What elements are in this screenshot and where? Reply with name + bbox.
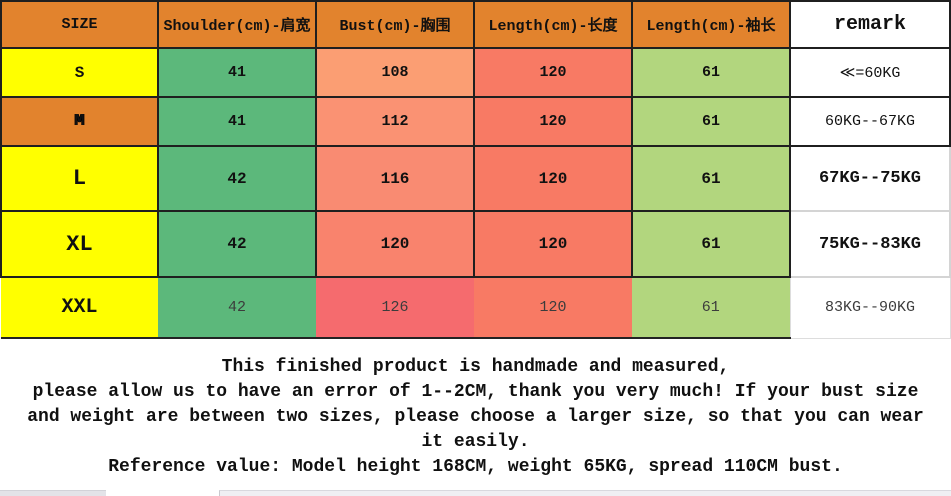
shoulder-value: 42 <box>157 210 317 278</box>
length-value: 120 <box>473 210 633 278</box>
col-header-remark: remark <box>789 0 951 49</box>
table-row-xl: XL 42 120 120 61 75KG--83KG <box>0 210 951 278</box>
bust-value: 126 <box>316 277 474 339</box>
size-chart-table: SIZE Shoulder(cm)-肩宽 Bust(cm)-胸围 Length(… <box>0 0 951 339</box>
note-line: and weight are between two sizes, please… <box>27 407 924 427</box>
shoulder-value: 42 <box>158 277 316 339</box>
sleeve-value: 61 <box>631 96 791 147</box>
size-cell: S <box>0 47 159 98</box>
note-line: it easily. <box>421 432 530 452</box>
size-cell: XL <box>0 210 159 278</box>
shoulder-value: 42 <box>157 145 317 212</box>
sleeve-value: 61 <box>631 145 791 212</box>
shoulder-value: 41 <box>157 96 317 147</box>
size-cell: L <box>0 145 159 212</box>
col-header-sleeve: Length(cm)-袖长 <box>631 0 791 49</box>
sleeve-value: 61 <box>632 277 790 339</box>
cropped-cell-fragment <box>219 490 951 496</box>
col-header-bust: Bust(cm)-胸围 <box>315 0 475 49</box>
sleeve-value: 61 <box>631 47 791 98</box>
note-line: This finished product is handmade and me… <box>221 357 730 377</box>
col-header-size: SIZE <box>0 0 159 49</box>
col-header-shoulder: Shoulder(cm)-肩宽 <box>157 0 317 49</box>
size-cell: M <box>0 96 159 147</box>
length-value: 120 <box>473 145 633 212</box>
remark-value: 75KG--83KG <box>789 210 951 278</box>
remark-value: ≪=60KG <box>789 47 951 98</box>
bust-value: 108 <box>315 47 475 98</box>
table-row-l: L 42 116 120 61 67KG--75KG <box>0 145 951 212</box>
col-header-length: Length(cm)-长度 <box>473 0 633 49</box>
remark-value: 67KG--75KG <box>789 145 951 212</box>
table-row-xxl: XXL 42 126 120 61 83KG--90KG <box>1 276 951 339</box>
cropped-cell-fragment <box>0 490 106 496</box>
length-value: 120 <box>473 96 633 147</box>
size-cell: XXL <box>1 277 158 339</box>
shoulder-value: 41 <box>157 47 317 98</box>
bust-value: 116 <box>315 145 475 212</box>
cropped-next-row-strip <box>0 488 951 496</box>
sleeve-value: 61 <box>631 210 791 278</box>
length-value: 120 <box>473 47 633 98</box>
bust-value: 112 <box>315 96 475 147</box>
remark-value: 60KG--67KG <box>789 96 951 147</box>
table-row-m: M 41 112 120 61 60KG--67KG <box>0 96 951 147</box>
header-row: SIZE Shoulder(cm)-肩宽 Bust(cm)-胸围 Length(… <box>0 0 951 49</box>
note-line: Reference value: Model height 168CM, wei… <box>108 457 843 477</box>
remark-value: 83KG--90KG <box>789 276 951 339</box>
length-value: 120 <box>474 277 632 339</box>
measurement-note: This finished product is handmade and me… <box>0 342 951 480</box>
table-row-s: S 41 108 120 61 ≪=60KG <box>0 47 951 98</box>
bust-value: 120 <box>315 210 475 278</box>
note-line: please allow us to have an error of 1--2… <box>32 382 919 402</box>
